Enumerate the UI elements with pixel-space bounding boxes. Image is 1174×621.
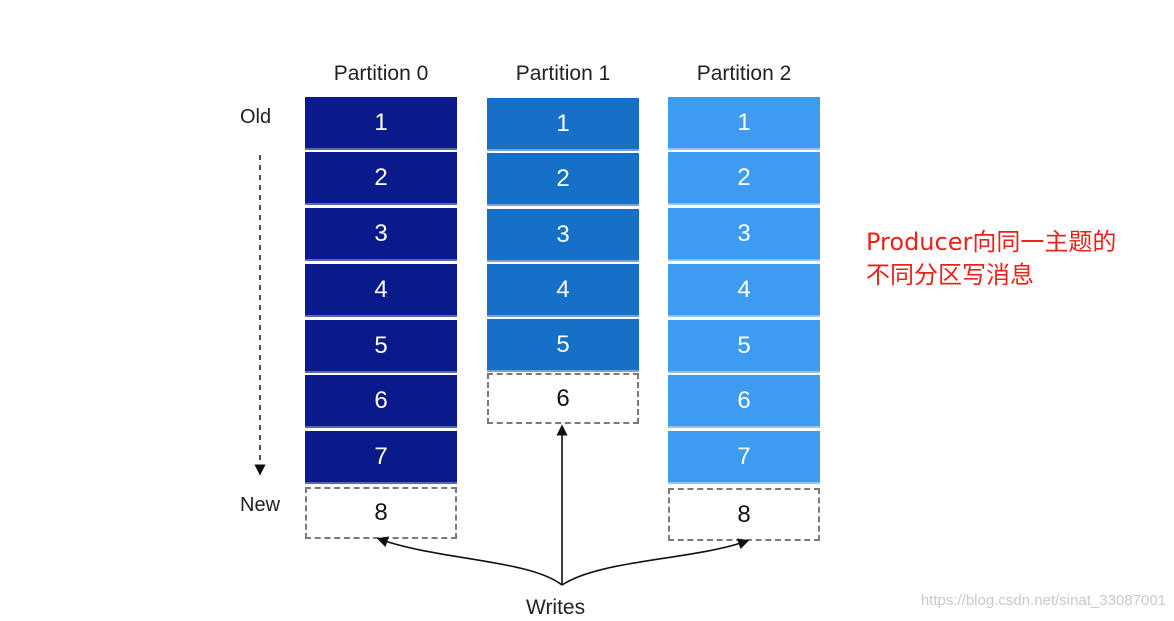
new-label: New [240, 494, 281, 516]
old-label: Old [240, 106, 272, 128]
write-arrow-partition-0 [376, 536, 563, 586]
producer-note-line-2: 不同分区写消息 [866, 261, 1034, 289]
partition-1-message-4: 4 [487, 264, 639, 317]
partition-2-message-5: 5 [668, 320, 820, 373]
writes-label: Writes [526, 596, 586, 619]
partition-1-message-2: 2 [487, 153, 639, 206]
partition-1-pending-message: 6 [487, 373, 639, 424]
partition-2-message-3: 3 [668, 208, 820, 261]
partition-2-title: Partition 2 [696, 62, 792, 85]
partition-1-title: Partition 1 [515, 62, 611, 85]
partition-1-message-5: 5 [487, 319, 639, 372]
partition-0-message-4: 4 [305, 264, 457, 317]
partition-0-message-5: 5 [305, 320, 457, 373]
partition-0-message-2: 2 [305, 152, 457, 205]
partition-2-message-2: 2 [668, 152, 820, 205]
partition-1-message-1: 1 [487, 98, 639, 151]
partition-1-message-3: 3 [487, 209, 639, 262]
partition-2-message-6: 6 [668, 375, 820, 428]
producer-note-line-1: Producer向同一主题的 [866, 228, 1117, 256]
producer-note: Producer向同一主题的 不同分区写消息 [866, 226, 1116, 292]
watermark: https://blog.csdn.net/sinat_33087001 [920, 592, 1166, 609]
partition-0-title: Partition 0 [333, 62, 429, 85]
partition-2-message-1: 1 [668, 97, 820, 150]
partition-0-message-3: 3 [305, 208, 457, 261]
partition-2-message-7: 7 [668, 431, 820, 484]
partition-2-message-4: 4 [668, 264, 820, 317]
write-arrow-partition-2 [561, 538, 750, 586]
partition-0-pending-message: 8 [305, 487, 457, 539]
partition-0-message-6: 6 [305, 375, 457, 428]
partition-0-message-1: 1 [305, 97, 457, 150]
partition-0-message-7: 7 [305, 431, 457, 484]
